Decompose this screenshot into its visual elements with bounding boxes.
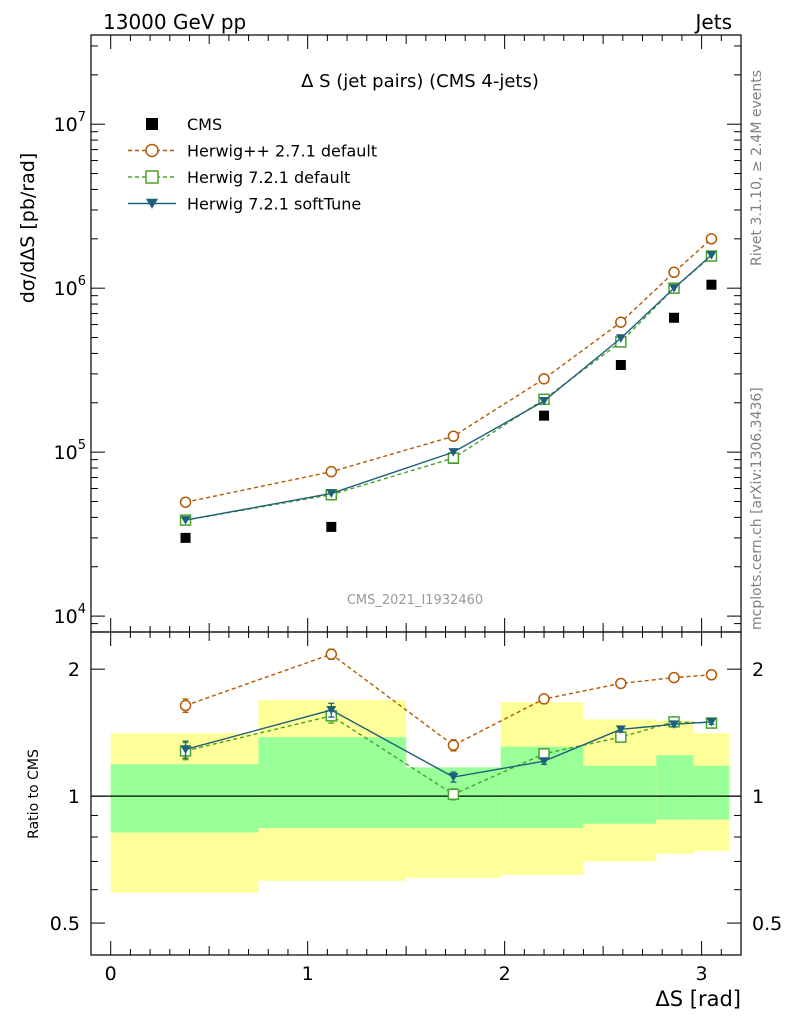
data-point [669, 284, 680, 293]
ratio-y-tick-label-right: 0.5 [752, 913, 782, 935]
mcplots-label: mcplots.cern.ch [arXiv:1306.3436] [749, 387, 765, 630]
data-point [706, 717, 717, 727]
data-point [326, 706, 337, 715]
main-series [179, 233, 718, 543]
data-point [538, 373, 550, 385]
legend-label: Herwig++ 2.7.1 default [187, 142, 377, 161]
data-point [179, 699, 192, 712]
data-point [539, 757, 550, 766]
x-tick-label: 3 [696, 963, 708, 985]
series-line [185, 255, 712, 521]
legend-marker [145, 170, 159, 184]
legend-label: Herwig 7.2.1 softTune [187, 195, 361, 214]
ratio-y-tick-label-right: 1 [752, 786, 764, 808]
ratio-axis-label: Ratio to CMS [26, 749, 42, 839]
uncertainty-bands [91, 700, 741, 893]
data-point [448, 773, 459, 782]
plot-title: Δ S (jet pairs) (CMS 4-jets) [301, 71, 539, 92]
energy-label: 13000 GeV pp [103, 10, 246, 34]
data-point [615, 334, 626, 343]
legend-marker [146, 198, 158, 209]
data-point [180, 516, 191, 525]
data-point [539, 410, 550, 421]
y-tick-label: 104 [54, 602, 86, 628]
data-point [326, 489, 337, 498]
data-point [615, 677, 627, 690]
data-point [615, 725, 626, 734]
data-point [669, 720, 680, 729]
data-point [325, 465, 338, 478]
jets-label: Jets [694, 10, 732, 34]
y-tick-label: 105 [54, 438, 86, 464]
stat-uncertainty-band [110, 764, 259, 833]
data-point [447, 430, 460, 443]
data-point [325, 648, 338, 660]
data-point [706, 279, 717, 290]
series-line [185, 254, 712, 521]
data-point [179, 496, 192, 508]
stat-uncertainty-band [583, 765, 657, 824]
x-tick-label: 2 [499, 963, 511, 985]
data-point [615, 359, 626, 370]
data-point [705, 233, 718, 245]
data-point [668, 266, 680, 279]
data-point [448, 448, 459, 457]
data-point [615, 316, 627, 328]
legend-marker [145, 143, 159, 158]
axis-ticks: 104 105 106 107 0 1 2 3 0.5 0.5 1 1 2 2 [50, 35, 782, 985]
ratio-plot-frame [90, 631, 742, 956]
legend: CMS Herwig++ 2.7.1 default Herwig 7.2.1 de… [128, 115, 377, 214]
legend-marker [146, 118, 158, 130]
data-point [447, 739, 460, 752]
data-point [180, 532, 191, 543]
data-point [180, 745, 191, 754]
stat-uncertainty-band [258, 737, 407, 829]
rivet-label: Rivet 3.1.10, ≥ 2.4M events [749, 70, 765, 266]
ratio-y-tick-label-right: 2 [752, 659, 764, 681]
ratio-y-tick-label: 2 [68, 659, 80, 681]
y-tick-label: 106 [54, 274, 86, 300]
data-point [539, 397, 550, 406]
ratio-series [179, 648, 718, 801]
legend-label: CMS [187, 115, 222, 134]
ratio-y-tick-label: 1 [68, 786, 80, 808]
data-point [705, 668, 718, 681]
stat-uncertainty-band [693, 765, 730, 820]
data-point [668, 671, 680, 684]
ratio-y-tick-label: 0.5 [50, 913, 80, 935]
data-point [706, 251, 717, 260]
legend-label: Herwig 7.2.1 default [187, 168, 350, 187]
x-tick-label: 1 [302, 963, 314, 985]
data-point [447, 788, 460, 801]
x-tick-label: 0 [105, 963, 117, 985]
analysis-watermark: CMS_2021_I1932460 [347, 593, 483, 608]
data-point [538, 693, 550, 705]
data-point [669, 312, 680, 323]
data-point [326, 521, 337, 532]
y-tick-label: 107 [54, 110, 86, 136]
x-axis-label: ΔS [rad] [655, 987, 741, 1011]
stat-uncertainty-band [656, 755, 694, 820]
y-axis-label: dσ/dΔS [pb/rad] [17, 153, 39, 304]
